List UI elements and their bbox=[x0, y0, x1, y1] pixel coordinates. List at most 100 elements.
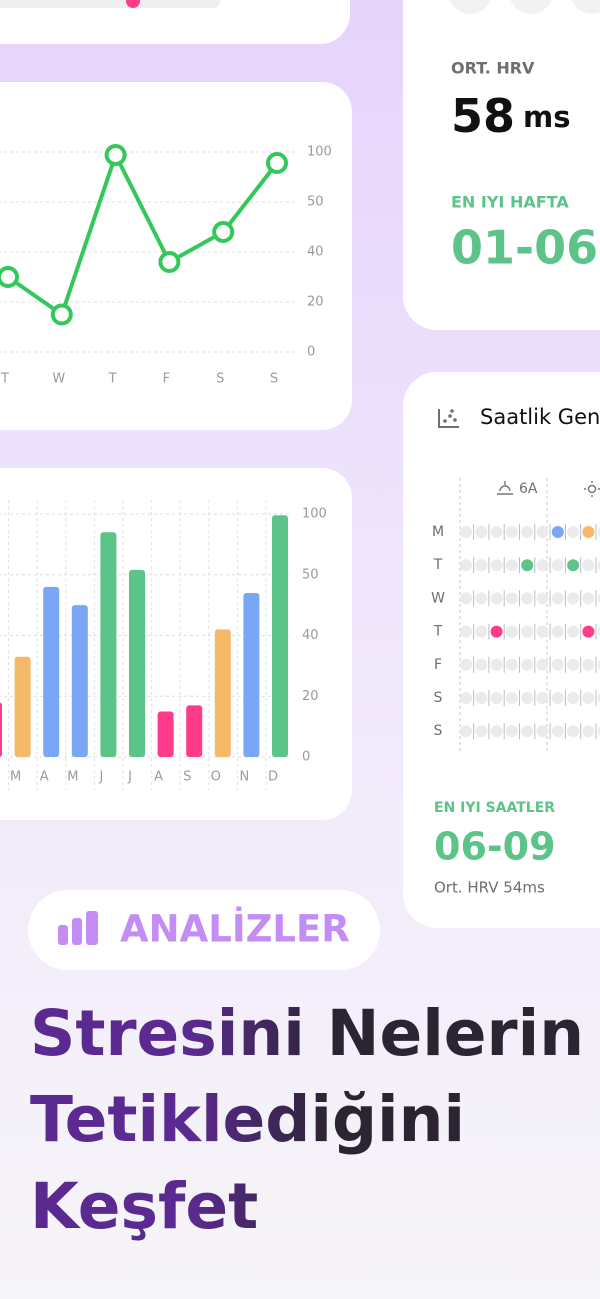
hour-dot bbox=[460, 559, 472, 572]
hour-dot bbox=[551, 692, 564, 704]
value: 58 ms bbox=[451, 89, 571, 143]
row-label: F bbox=[434, 657, 442, 673]
hour-dot bbox=[567, 658, 580, 671]
hour-dot bbox=[505, 526, 518, 538]
row-label: S bbox=[434, 690, 443, 706]
x-tick-label: T bbox=[0, 372, 9, 387]
y-tick-label: 100 bbox=[307, 145, 332, 160]
hour-dot bbox=[505, 692, 518, 704]
hour-dot bbox=[460, 625, 472, 638]
hour-dot bbox=[597, 626, 600, 637]
x-tick-label: J bbox=[98, 770, 103, 785]
hour-dot bbox=[567, 725, 580, 738]
hour-dot bbox=[521, 692, 534, 704]
hour-dot bbox=[475, 559, 488, 572]
bar bbox=[129, 569, 145, 757]
bar-chart: 0 20 40 50 100 M A M J J A S O N D bbox=[0, 500, 327, 790]
bar bbox=[157, 711, 174, 757]
note: Ort. HRV 54ms bbox=[434, 879, 545, 897]
hour-dot bbox=[475, 526, 488, 538]
hour-dot bbox=[475, 725, 488, 738]
hour-dot bbox=[567, 625, 580, 638]
point bbox=[212, 221, 235, 243]
point bbox=[0, 266, 19, 288]
icon-button[interactable] bbox=[448, 0, 492, 14]
hour-dot bbox=[536, 559, 549, 572]
hour-dot bbox=[475, 692, 488, 704]
bar bbox=[214, 629, 231, 757]
hour-dot bbox=[551, 526, 564, 538]
hour-dot bbox=[521, 526, 534, 538]
badge-text: ANALİZLER bbox=[120, 907, 350, 951]
hour-dot bbox=[551, 625, 564, 638]
hour-dot bbox=[490, 725, 503, 738]
hour-dot bbox=[551, 658, 564, 671]
x-tick-label: M bbox=[67, 770, 78, 785]
hour-dot bbox=[505, 592, 518, 605]
x-tick-label: S bbox=[216, 372, 224, 387]
line-chart: 0 20 40 50 100 T W T F S S bbox=[0, 144, 332, 387]
row-label: W bbox=[431, 590, 445, 606]
headline: Keşfet bbox=[30, 1170, 258, 1243]
y-tick-label: 0 bbox=[302, 750, 310, 765]
icon-button[interactable] bbox=[570, 0, 600, 14]
bars-icon bbox=[58, 911, 98, 945]
headline: Stresini Nelerin bbox=[30, 997, 584, 1070]
hour-dot bbox=[536, 526, 549, 538]
hour-dot bbox=[460, 658, 472, 671]
icon-button[interactable] bbox=[509, 0, 553, 14]
bar bbox=[272, 515, 288, 757]
time-label: 6A bbox=[519, 481, 538, 497]
bar bbox=[14, 656, 31, 757]
hour-dot bbox=[582, 658, 595, 671]
hour-dot bbox=[490, 692, 503, 704]
hour-dot bbox=[505, 559, 518, 572]
badge bbox=[28, 890, 380, 970]
point bbox=[266, 152, 288, 174]
slider-track bbox=[0, 0, 220, 8]
hour-dot bbox=[582, 725, 595, 738]
headline: Tetiklediğini bbox=[30, 1083, 465, 1156]
x-tick-label: W bbox=[52, 372, 65, 387]
hour-dot bbox=[567, 559, 580, 572]
hour-dot bbox=[582, 559, 595, 572]
x-tick-label: T bbox=[108, 372, 117, 387]
bar bbox=[43, 586, 60, 757]
hour-dot bbox=[521, 658, 534, 671]
hour-dot bbox=[582, 526, 595, 538]
x-tick-label: S bbox=[183, 770, 191, 785]
hour-dot bbox=[521, 625, 534, 638]
bar bbox=[243, 592, 260, 757]
bar bbox=[186, 705, 203, 757]
bar bbox=[0, 702, 2, 757]
sunrise-icon bbox=[497, 481, 513, 495]
hour-dot bbox=[597, 560, 600, 570]
y-tick-label: 20 bbox=[307, 295, 324, 310]
bar bbox=[71, 605, 88, 757]
hour-dot bbox=[597, 660, 600, 670]
hour-dot bbox=[582, 592, 595, 605]
hour-dot bbox=[536, 692, 549, 704]
hour-dot bbox=[551, 559, 564, 572]
hour-dot bbox=[460, 692, 472, 704]
x-tick-label: S bbox=[270, 372, 278, 387]
point bbox=[104, 144, 127, 166]
hour-dot bbox=[460, 725, 472, 738]
hour-dot bbox=[536, 725, 549, 738]
value: 01-06 bbox=[451, 221, 598, 275]
hour-dot bbox=[567, 526, 580, 538]
hour-dot bbox=[597, 593, 600, 604]
hour-dot bbox=[597, 726, 600, 736]
label: ORT. HRV bbox=[451, 59, 535, 78]
y-tick-label: 40 bbox=[302, 628, 319, 643]
hour-dot bbox=[460, 526, 472, 538]
hour-dot bbox=[551, 725, 564, 738]
row-label: S bbox=[434, 723, 443, 739]
x-tick-label: A bbox=[154, 770, 163, 785]
hour-dot bbox=[582, 625, 595, 638]
hour-dot bbox=[505, 658, 518, 671]
x-tick-label: D bbox=[268, 770, 278, 785]
hour-dot bbox=[505, 625, 518, 638]
row-label: M bbox=[432, 524, 444, 540]
hour-dot bbox=[475, 592, 488, 605]
